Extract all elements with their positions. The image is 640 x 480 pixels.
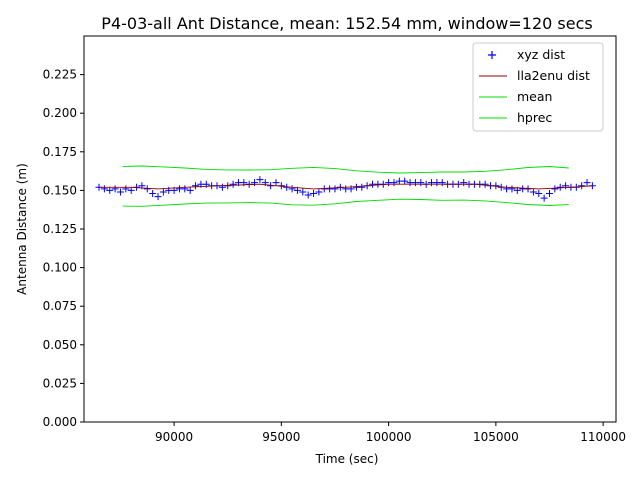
data-point (251, 179, 259, 187)
data-point (122, 185, 130, 193)
x-tick-label: 100000 (366, 430, 412, 444)
x-tick-label: 90000 (155, 430, 193, 444)
data-point (186, 186, 194, 194)
data-point (159, 188, 167, 196)
chart-title: P4-03-all Ant Distance, mean: 152.54 mm,… (101, 14, 592, 33)
data-point (111, 185, 119, 193)
data-point (540, 194, 548, 202)
data-point (529, 188, 537, 196)
data-point (143, 185, 151, 193)
y-tick-label: 0.150 (43, 183, 77, 197)
data-point (192, 182, 200, 190)
data-point (272, 179, 280, 187)
data-point (218, 183, 226, 191)
data-point (256, 176, 264, 184)
data-point (181, 185, 189, 193)
data-point (546, 189, 553, 197)
x-tick-label: 105000 (473, 430, 519, 444)
y-tick-label: 0.200 (43, 106, 77, 120)
legend-label: xyz dist (517, 47, 565, 62)
x-axis: 90000 95000 100000 105000 110000 (155, 422, 626, 444)
y-tick-label: 0.000 (43, 415, 77, 429)
legend-entry: hprec (479, 110, 552, 125)
data-point (578, 182, 586, 190)
legend-label: hprec (517, 110, 552, 125)
x-tick-label: 110000 (580, 430, 626, 444)
y-tick-label: 0.025 (43, 376, 77, 390)
legend-label: lla2enu dist (517, 68, 590, 83)
legend-label: mean (517, 89, 552, 104)
series-lla2enu-dist (99, 183, 593, 190)
y-axis: 0.000 0.025 0.050 0.075 0.100 0.125 0.150 0.175… (43, 68, 84, 429)
data-point (149, 189, 157, 197)
data-point (535, 189, 543, 197)
data-point (508, 185, 516, 193)
data-point (315, 188, 323, 196)
data-point (154, 193, 162, 201)
y-tick-label: 0.225 (43, 68, 77, 82)
data-point (551, 185, 559, 193)
data-point (106, 186, 114, 194)
legend-entry: lla2enu dist (479, 68, 590, 83)
data-point (562, 182, 570, 190)
data-point (229, 180, 237, 188)
data-point (481, 180, 489, 188)
y-axis-label: Antenna Distance (m) (15, 163, 29, 295)
legend-entry: mean (479, 89, 552, 104)
data-point (100, 185, 108, 193)
x-axis-label: Time (sec) (315, 452, 379, 466)
data-point (438, 179, 446, 187)
series-line (122, 165, 569, 174)
y-tick-label: 0.100 (43, 261, 77, 275)
series-hprec (122, 198, 569, 207)
data-point (299, 188, 307, 196)
data-point (127, 186, 135, 194)
data-point (390, 179, 398, 187)
series-line (99, 183, 593, 190)
x-tick-label: 95000 (262, 430, 300, 444)
legend: xyz dist lla2enu dist mean hprec (472, 42, 604, 132)
data-point (401, 177, 409, 185)
y-tick-label: 0.050 (43, 338, 77, 352)
legend-box (472, 42, 604, 132)
legend-entry: xyz dist (488, 47, 565, 62)
data-point (331, 185, 339, 193)
data-point (310, 189, 318, 197)
y-tick-label: 0.175 (43, 145, 77, 159)
data-point (116, 188, 124, 196)
series-mean (122, 165, 569, 174)
data-point (304, 191, 312, 199)
data-point (460, 179, 468, 187)
data-point (358, 183, 366, 191)
series-line (122, 198, 569, 207)
data-point (288, 185, 296, 193)
y-tick-label: 0.125 (43, 222, 77, 236)
data-point (583, 179, 591, 187)
series-layer (95, 165, 596, 207)
y-tick-label: 0.075 (43, 299, 77, 313)
data-point (417, 179, 425, 187)
legend-marker-plus (488, 51, 496, 59)
